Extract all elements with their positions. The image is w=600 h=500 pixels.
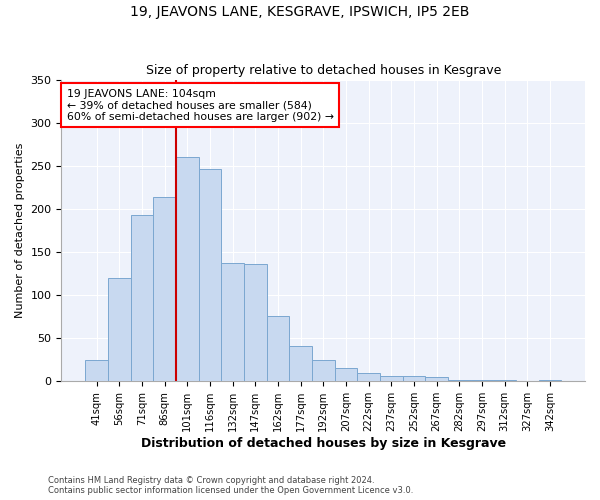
Bar: [539, 380, 561, 382]
Bar: [176, 157, 199, 382]
Bar: [403, 376, 425, 382]
Bar: [470, 380, 493, 382]
Text: 19, JEAVONS LANE, KESGRAVE, IPSWICH, IP5 2EB: 19, JEAVONS LANE, KESGRAVE, IPSWICH, IP5…: [130, 5, 470, 19]
Bar: [85, 360, 108, 382]
Bar: [266, 316, 289, 382]
Bar: [289, 346, 312, 382]
Text: 19 JEAVONS LANE: 104sqm
← 39% of detached houses are smaller (584)
60% of semi-d: 19 JEAVONS LANE: 104sqm ← 39% of detache…: [67, 88, 334, 122]
Bar: [357, 372, 380, 382]
Title: Size of property relative to detached houses in Kesgrave: Size of property relative to detached ho…: [146, 64, 501, 77]
Bar: [335, 368, 357, 382]
Y-axis label: Number of detached properties: Number of detached properties: [15, 143, 25, 318]
X-axis label: Distribution of detached houses by size in Kesgrave: Distribution of detached houses by size …: [140, 437, 506, 450]
Bar: [131, 215, 153, 382]
Bar: [312, 360, 335, 382]
Bar: [221, 263, 244, 382]
Bar: [199, 169, 221, 382]
Text: Contains HM Land Registry data © Crown copyright and database right 2024.
Contai: Contains HM Land Registry data © Crown c…: [48, 476, 413, 495]
Bar: [153, 197, 176, 382]
Bar: [493, 380, 516, 382]
Bar: [380, 376, 403, 382]
Bar: [425, 377, 448, 382]
Bar: [108, 278, 131, 382]
Bar: [448, 380, 470, 382]
Bar: [244, 264, 266, 382]
